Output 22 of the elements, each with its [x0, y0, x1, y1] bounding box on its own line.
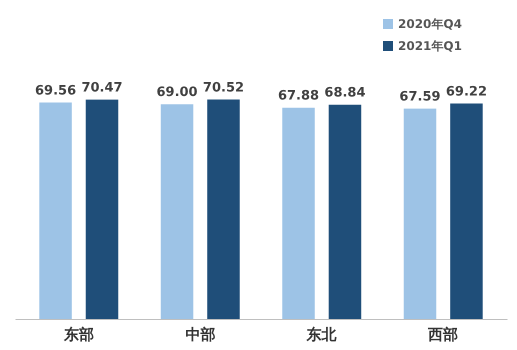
x-tick-label: 东北: [306, 326, 338, 344]
data-label: 70.52: [202, 80, 244, 96]
x-tick-label: 东部: [62, 326, 94, 344]
x-tick-label: 西部: [427, 326, 458, 344]
data-label: 67.59: [399, 90, 441, 105]
bar: [328, 104, 362, 319]
data-label: 69.00: [156, 85, 198, 100]
x-tick-label: 中部: [185, 326, 216, 344]
legend-label: 2020年Q4: [398, 17, 462, 31]
bar: [86, 100, 118, 319]
data-label: 68.84: [324, 86, 366, 101]
bar: [282, 108, 315, 319]
data-label: 69.22: [446, 84, 488, 100]
bar: [404, 108, 436, 319]
bar: [160, 104, 194, 319]
data-label: 69.56: [34, 83, 76, 98]
bar: [39, 102, 72, 319]
data-label: 67.88: [278, 88, 320, 104]
data-label: 70.47: [81, 80, 123, 96]
bar: [450, 104, 483, 319]
bar: [207, 100, 240, 319]
legend-label: 2021年Q1: [398, 39, 462, 53]
